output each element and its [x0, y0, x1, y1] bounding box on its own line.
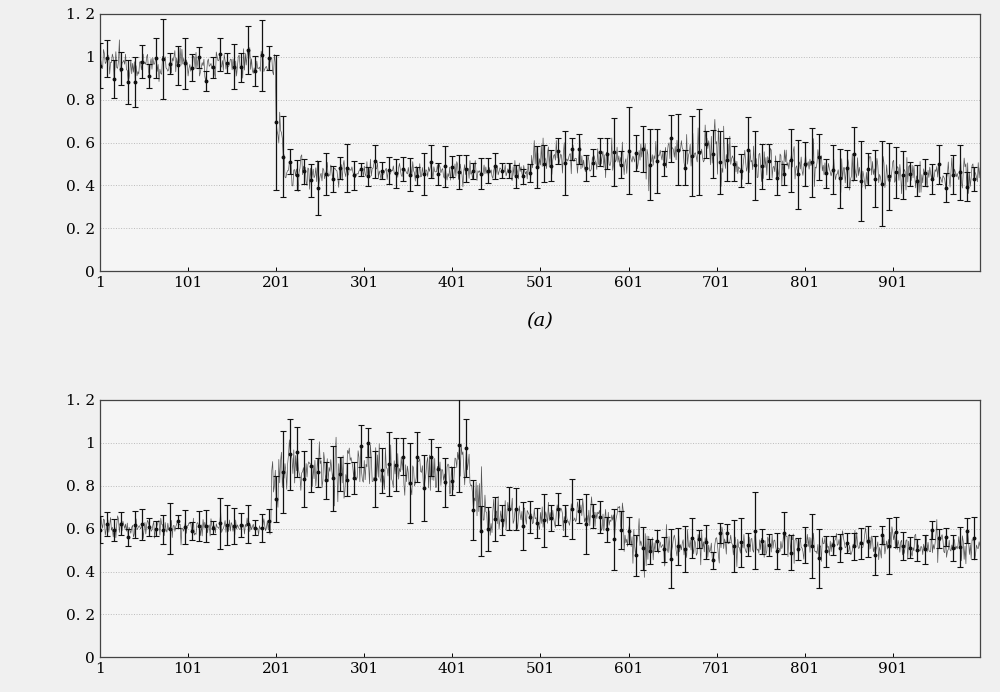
Text: (a): (a) — [527, 313, 553, 331]
